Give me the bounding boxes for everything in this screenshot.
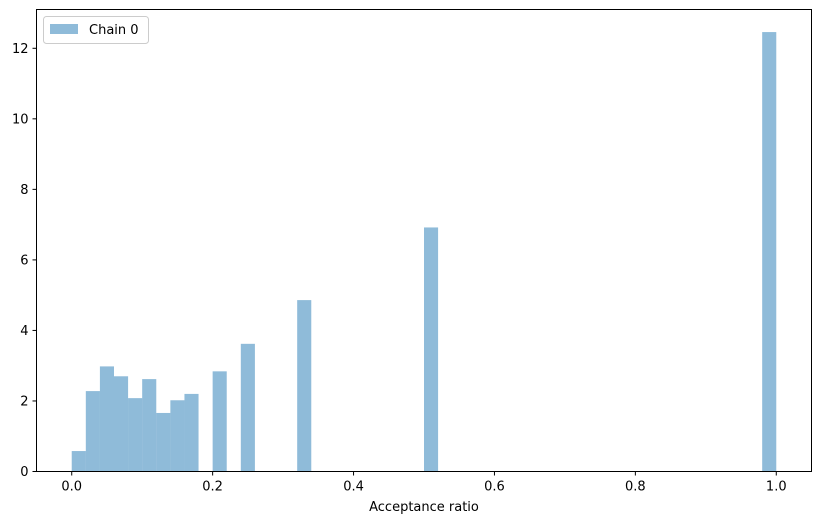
histogram-bar: [297, 300, 312, 472]
y-axis-ticks: 0 2 4 6 8 10 12: [12, 42, 37, 480]
histogram-bar: [240, 343, 255, 472]
x-axis-ticks: 0.0 0.2 0.4 0.6 0.8 1.0: [61, 471, 787, 495]
legend-box: [43, 16, 149, 44]
histogram-bar: [424, 227, 439, 472]
legend: Chain 0: [43, 16, 149, 44]
histogram-bar: [128, 398, 143, 472]
x-tick-label: 0.8: [625, 480, 646, 495]
x-axis-label: Acceptance ratio: [369, 500, 479, 515]
x-tick-label: 0.0: [61, 480, 82, 495]
plot-area-frame: [36, 9, 812, 472]
legend-label: Chain 0: [89, 23, 139, 38]
x-tick-label: 0.2: [202, 480, 223, 495]
y-tick-label: 4: [20, 324, 28, 339]
histogram-bar: [114, 376, 129, 472]
histogram-bar: [99, 366, 114, 472]
y-tick-label: 8: [20, 183, 28, 198]
y-tick-label: 10: [12, 112, 29, 127]
histogram-bar: [85, 391, 100, 472]
legend-swatch: [50, 24, 78, 34]
histogram-bar: [71, 451, 86, 472]
histogram-bar: [170, 400, 185, 472]
x-tick-label: 0.6: [484, 480, 505, 495]
x-tick-label: 0.4: [343, 480, 364, 495]
histogram-bar: [212, 371, 227, 472]
histogram-bar: [762, 32, 777, 472]
y-tick-label: 2: [20, 394, 28, 409]
histogram-bar: [156, 412, 171, 472]
histogram-bar: [142, 379, 157, 472]
x-tick-label: 1.0: [766, 480, 787, 495]
y-tick-label: 12: [12, 42, 29, 57]
y-tick-label: 6: [20, 253, 28, 268]
histogram-bar: [184, 393, 199, 472]
y-tick-label: 0: [20, 465, 28, 480]
histogram-bars: [71, 32, 777, 472]
